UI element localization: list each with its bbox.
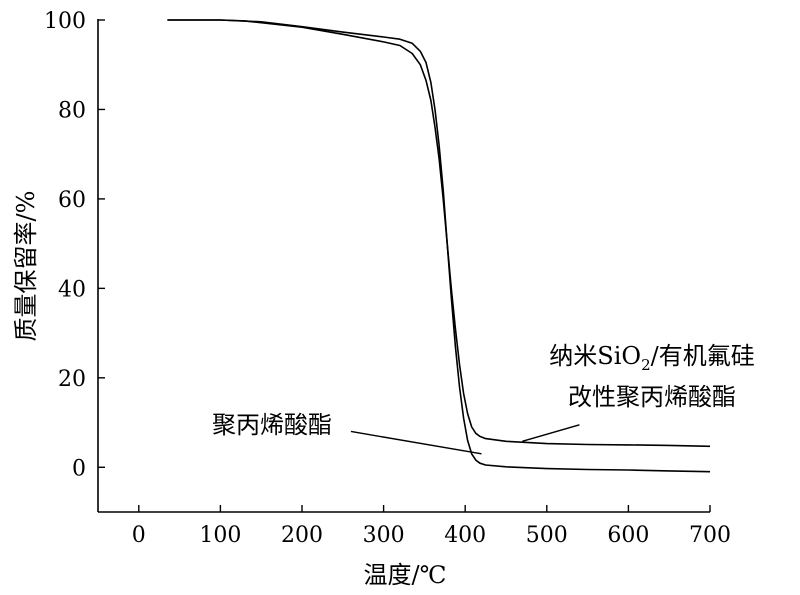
y-axis-title: 质量保留率/% — [12, 191, 40, 342]
annotation-modified-line1: 纳米SiO2/有机氟硅 — [549, 342, 754, 374]
y-tick-label: 40 — [58, 277, 86, 302]
y-ticks: 0 20 40 60 80 100 — [44, 9, 105, 481]
annotation-modified-line2: 改性聚丙烯酸酯 — [568, 383, 736, 411]
x-tick-label: 600 — [607, 523, 649, 548]
x-tick-label: 200 — [281, 523, 323, 548]
x-tick-label: 400 — [444, 523, 486, 548]
annotation-modified-part-a: 纳米SiO — [549, 342, 641, 370]
y-tick-label: 0 — [72, 456, 86, 481]
x-tick-label: 100 — [199, 523, 241, 548]
annotation-layer — [350, 424, 580, 455]
annotation-modified-part-b: /有机氟硅 — [651, 342, 755, 370]
series-line-modified-polyacrylate — [167, 19, 711, 448]
plot-frame — [97, 19, 710, 513]
x-tick-label: 500 — [526, 523, 568, 548]
series-layer — [167, 19, 711, 473]
x-axis-title: 温度/℃ — [364, 561, 447, 589]
x-ticks: 0 100 200 300 400 500 600 700 — [132, 505, 731, 548]
x-tick-label: 0 — [132, 523, 146, 548]
leader-line-modified — [522, 424, 580, 443]
annotation-modified-subscript: 2 — [641, 356, 651, 374]
leader-line-polyacrylate — [350, 430, 482, 455]
y-tick-label: 20 — [58, 367, 86, 392]
y-tick-label: 60 — [58, 188, 86, 213]
y-tick-label: 100 — [44, 9, 86, 34]
x-tick-label: 700 — [689, 523, 731, 548]
x-tick-label: 300 — [363, 523, 405, 548]
annotation-polyacrylate: 聚丙烯酸酯 — [212, 411, 332, 439]
y-tick-label: 80 — [58, 98, 86, 123]
